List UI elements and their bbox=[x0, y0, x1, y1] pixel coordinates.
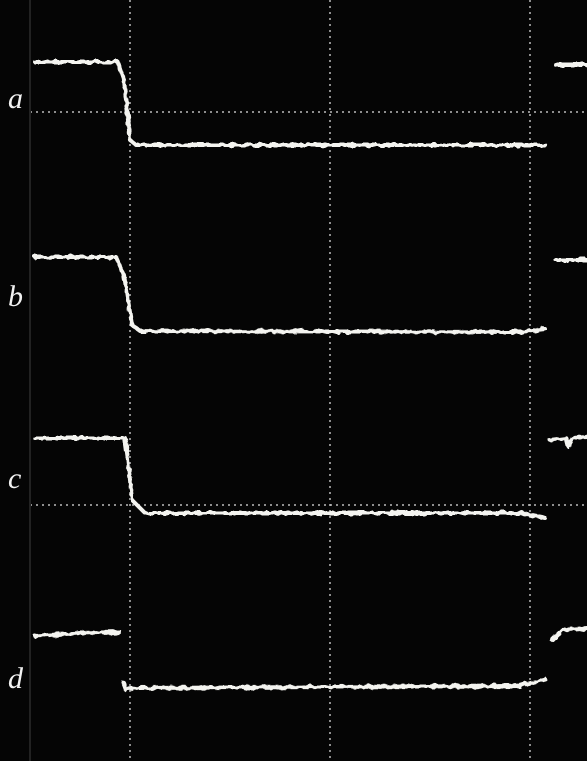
trace-b bbox=[33, 255, 547, 334]
trace-a bbox=[33, 60, 547, 147]
traces bbox=[33, 60, 587, 692]
trace-label: a bbox=[8, 82, 23, 115]
trace-c-next bbox=[548, 435, 587, 448]
trace-d-next bbox=[550, 626, 587, 642]
trace-label: d bbox=[8, 662, 24, 695]
trace-c bbox=[33, 436, 547, 520]
trace-label: c bbox=[8, 462, 21, 495]
trace-d bbox=[121, 677, 547, 692]
trace-d-pre bbox=[33, 630, 122, 638]
trace-label: b bbox=[8, 280, 23, 313]
